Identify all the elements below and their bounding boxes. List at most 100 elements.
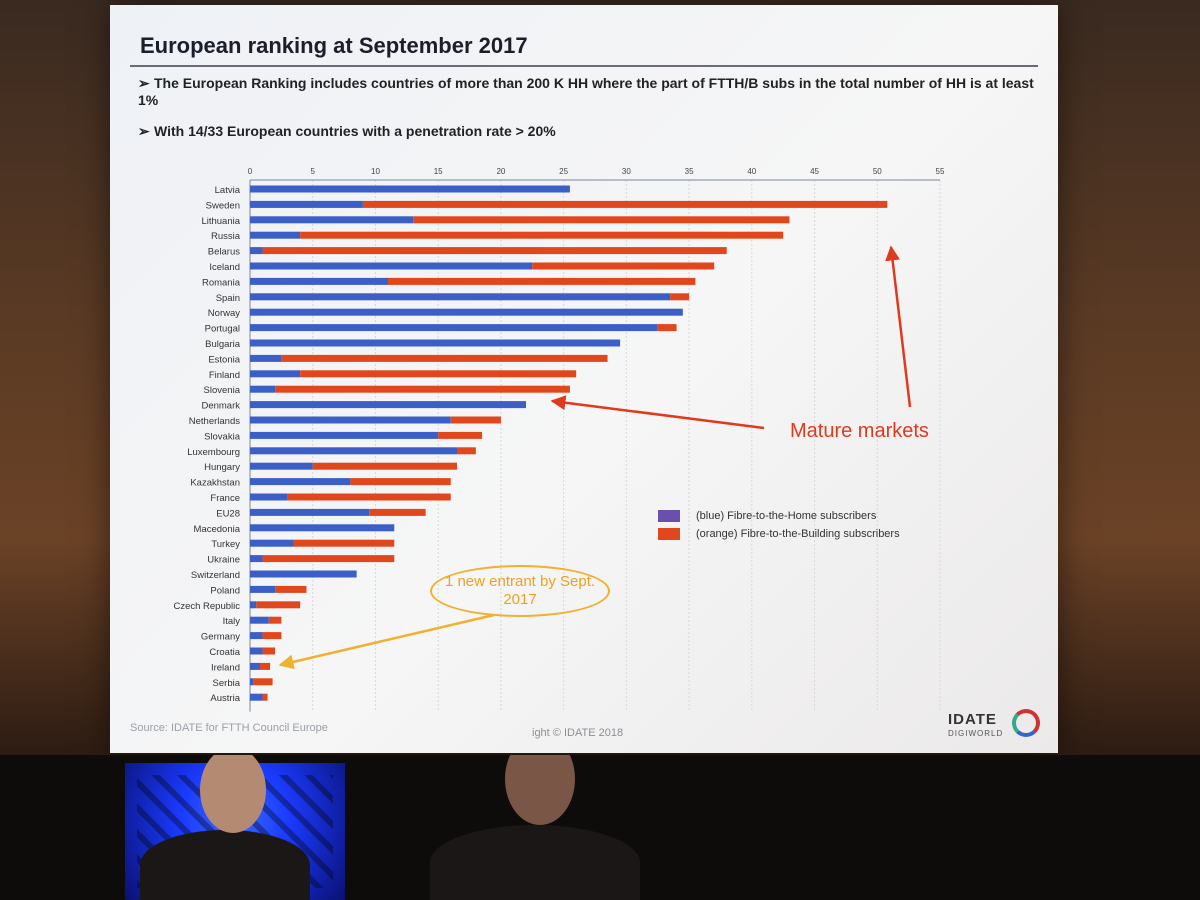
category-label: Croatia: [209, 647, 240, 658]
bar-segment: [250, 447, 457, 455]
bullet-2: ➢ With 14/33 European countries with a pe…: [138, 123, 1038, 140]
category-label: Switzerland: [191, 570, 240, 581]
category-label: Poland: [210, 585, 240, 596]
category-label: Portugal: [205, 324, 240, 335]
bar-segment: [250, 370, 301, 378]
bar-segment: [250, 385, 276, 393]
bullet-1: ➢ The European Ranking includes countries…: [138, 75, 1038, 109]
category-label: Sweden: [206, 200, 240, 211]
bar-segment: [250, 601, 257, 609]
x-tick-label: 10: [371, 167, 380, 176]
title-divider: [130, 65, 1038, 67]
arrow-to-sweden: [885, 245, 912, 408]
x-tick-label: 30: [622, 167, 631, 176]
bar-segment: [287, 493, 451, 501]
bar-segment: [250, 354, 282, 362]
bar-segment: [250, 524, 395, 532]
category-label: Spain: [216, 293, 240, 304]
bar-segment: [250, 262, 533, 270]
bar-segment: [250, 339, 621, 347]
category-label: Bulgaria: [205, 339, 241, 350]
x-tick-label: 35: [685, 167, 694, 176]
bar-segment: [275, 585, 307, 593]
bar-segment: [250, 231, 301, 239]
new-entrant-callout: 1 new entrant by Sept. 2017: [430, 565, 610, 617]
bar-segment: [312, 462, 457, 470]
bar-segment: [250, 185, 570, 193]
bar-segment: [250, 247, 263, 255]
logo-text: IDATE: [948, 711, 997, 728]
slide-title: European ranking at September 2017: [140, 33, 528, 58]
bar-segment: [457, 447, 476, 455]
bar-segment: [250, 308, 683, 316]
legend-label-fttb: (orange) Fibre-to-the-Building subscribe…: [696, 528, 900, 540]
category-label: Slovenia: [204, 385, 241, 396]
category-label: Romania: [202, 277, 241, 288]
category-label: EU28: [216, 508, 240, 519]
category-label: Austria: [210, 693, 240, 704]
bar-segment: [250, 277, 388, 285]
bar-segment: [275, 385, 570, 393]
bar-segment: [250, 662, 261, 670]
category-label: Lithuania: [201, 216, 240, 227]
x-tick-label: 15: [434, 167, 443, 176]
bar-segment: [388, 277, 696, 285]
bar-segment: [250, 478, 351, 486]
category-label: Hungary: [204, 462, 240, 473]
logo-ring-icon: [1012, 709, 1040, 737]
bar-segment: [250, 555, 263, 563]
bar-segment: [657, 324, 677, 332]
category-label: Belarus: [208, 247, 240, 258]
bar-segment: [250, 678, 254, 686]
bar-segment: [250, 401, 526, 409]
bullet-arrow-icon: ➢: [138, 123, 150, 139]
idate-logo: IDATE DIGIWORLD: [948, 707, 1048, 747]
bar-segment: [450, 416, 501, 424]
arrow-to-ireland: [278, 613, 495, 670]
bar-segment: [250, 216, 414, 224]
category-label: Luxembourg: [187, 447, 240, 458]
legend-swatch-ftth: [658, 510, 680, 522]
x-tick-label: 40: [747, 167, 756, 176]
audience-area: [0, 755, 1200, 900]
x-tick-label: 25: [559, 167, 568, 176]
bar-segment: [268, 616, 282, 624]
source-note: Source: IDATE for FTTH Council Europe: [130, 722, 328, 734]
bar-segment: [250, 493, 288, 501]
category-label: Estonia: [208, 354, 240, 365]
bar-segment: [250, 508, 370, 516]
category-label: France: [210, 493, 240, 504]
bar-segment: [250, 200, 363, 208]
category-label: Denmark: [201, 401, 240, 412]
bar-segment: [262, 555, 395, 563]
category-label: Iceland: [209, 262, 240, 273]
category-label: Turkey: [211, 539, 240, 550]
bar-segment: [262, 247, 727, 255]
x-tick-label: 20: [496, 167, 505, 176]
bar-segment: [250, 632, 263, 640]
category-label: Netherlands: [189, 416, 240, 427]
bar-segment: [262, 693, 268, 701]
mature-markets-annotation: Mature markets: [790, 420, 929, 442]
bar-segment: [262, 647, 276, 655]
category-label: Slovakia: [204, 431, 241, 442]
bar-segment: [670, 293, 690, 301]
category-label: Czech Republic: [173, 601, 240, 612]
legend-swatch-fttb: [658, 528, 680, 540]
bar-segment: [362, 200, 888, 208]
bar-segment: [250, 431, 439, 439]
bar-segment: [250, 693, 263, 701]
legend-item-ftth: (blue) Fibre-to-the-Home subscribers: [658, 507, 900, 525]
bar-segment: [256, 601, 301, 609]
bullet-1-text: The European Ranking includes countries …: [138, 75, 1034, 108]
category-label: Kazakhstan: [190, 478, 240, 489]
bar-segment: [260, 662, 271, 670]
chart-legend: (blue) Fibre-to-the-Home subscribers (or…: [658, 507, 900, 543]
bullet-arrow-icon: ➢: [138, 75, 150, 91]
bar-segment: [250, 324, 658, 332]
arrow-to-denmark: [550, 395, 765, 430]
bar-segment: [300, 231, 784, 239]
bar-segment: [413, 216, 790, 224]
x-tick-label: 50: [873, 167, 882, 176]
bar-segment: [293, 539, 395, 547]
